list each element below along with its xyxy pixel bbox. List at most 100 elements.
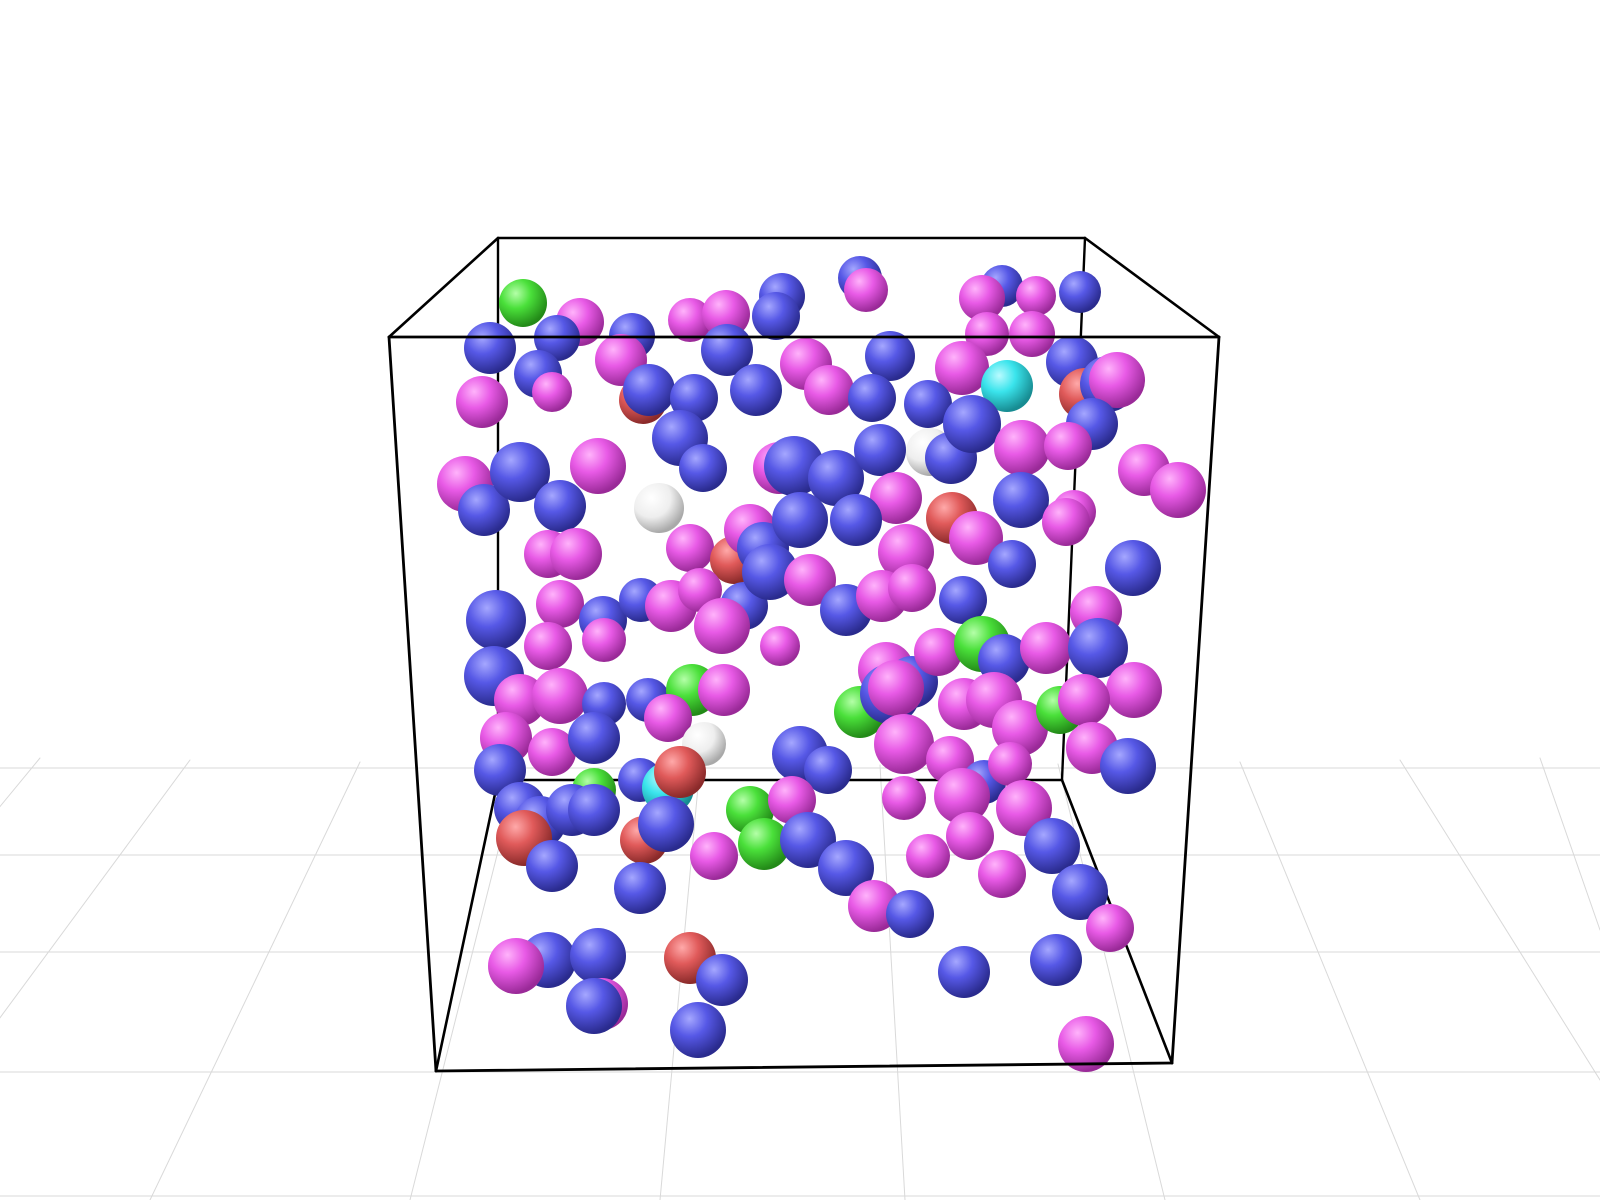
blue-particle (623, 364, 675, 416)
magenta-particle (868, 660, 924, 716)
magenta-particle (668, 298, 712, 342)
magenta-particle (532, 372, 572, 412)
blue-particle (742, 544, 798, 600)
blue-particle (938, 946, 990, 998)
blue-particle (752, 292, 800, 340)
blue-particle (904, 380, 952, 428)
blue-particle (670, 1002, 726, 1058)
blue-particle (943, 395, 1001, 453)
particle-cloud (437, 256, 1206, 1072)
blue-particle (1030, 934, 1082, 986)
magenta-particle (1058, 674, 1110, 726)
magenta-particle (666, 524, 714, 572)
box-edge (387, 335, 438, 1073)
blue-particle (614, 862, 666, 914)
blue-particle (939, 576, 987, 624)
magenta-particle (804, 365, 854, 415)
magenta-particle (644, 694, 692, 742)
magenta-particle (456, 376, 508, 428)
magenta-particle (992, 700, 1048, 756)
magenta-particle (1009, 311, 1055, 357)
magenta-particle (550, 528, 602, 580)
blue-particle (1024, 818, 1080, 874)
red-particle (654, 746, 706, 798)
magenta-particle (1016, 276, 1056, 316)
magenta-particle (694, 598, 750, 654)
magenta-particle (702, 290, 750, 338)
box-edge (1170, 335, 1221, 1065)
magenta-particle (760, 626, 800, 666)
blue-particle (886, 890, 934, 938)
magenta-particle (698, 664, 750, 716)
magenta-particle (784, 554, 836, 606)
blue-particle (490, 442, 550, 502)
magenta-particle (978, 850, 1026, 898)
blue-particle (466, 590, 526, 650)
blue-particle (458, 484, 510, 536)
box-edge (1083, 236, 1221, 339)
magenta-particle (532, 668, 588, 724)
blue-particle (568, 784, 620, 836)
grid-line (879, 764, 906, 1200)
magenta-particle (946, 812, 994, 860)
blue-particle (696, 954, 748, 1006)
magenta-particle (906, 834, 950, 878)
white-particle (634, 483, 684, 533)
blue-particle (808, 450, 864, 506)
magenta-particle (536, 580, 584, 628)
grid-line (1399, 759, 1600, 1081)
blue-particle (464, 322, 516, 374)
magenta-particle (874, 714, 934, 774)
blue-particle (772, 492, 828, 548)
blue-particle (570, 928, 626, 984)
box-edge (387, 236, 500, 339)
grid-line (1539, 757, 1600, 931)
grid-line (1239, 761, 1421, 1200)
magenta-particle (949, 511, 1003, 565)
magenta-particle (988, 742, 1032, 786)
magenta-particle (570, 438, 626, 494)
green-particle (499, 279, 547, 327)
magenta-particle (1106, 662, 1162, 718)
magenta-particle (528, 728, 576, 776)
magenta-particle (1089, 352, 1145, 408)
blue-particle (1068, 618, 1128, 678)
blue-particle (1052, 864, 1108, 920)
magenta-particle (690, 832, 738, 880)
magenta-particle (844, 268, 888, 312)
grid-line (659, 764, 701, 1200)
blue-particle (638, 796, 694, 852)
blue-particle (670, 374, 718, 422)
blue-particle (830, 494, 882, 546)
blue-particle (1059, 271, 1101, 313)
blue-particle (566, 978, 622, 1034)
magenta-particle (1086, 904, 1134, 952)
box-edge (434, 778, 500, 1073)
magenta-particle (1020, 622, 1072, 674)
magenta-particle (1150, 462, 1206, 518)
magenta-particle (870, 472, 922, 524)
magenta-particle (1042, 498, 1090, 546)
box-edge (434, 1061, 1174, 1073)
blue-particle (730, 364, 782, 416)
blue-particle (865, 331, 915, 381)
magenta-particle (959, 275, 1005, 321)
magenta-particle (488, 938, 544, 994)
magenta-particle (524, 622, 572, 670)
blue-particle (1100, 738, 1156, 794)
floor-grid (0, 757, 1600, 1200)
magenta-particle (994, 420, 1050, 476)
magenta-particle (882, 776, 926, 820)
blue-particle (526, 840, 578, 892)
magenta-particle (1058, 1016, 1114, 1072)
grid-line (149, 761, 361, 1200)
green-particle (738, 818, 790, 870)
magenta-particle (1044, 422, 1092, 470)
blue-particle (818, 840, 874, 896)
blue-particle (848, 374, 896, 422)
magenta-particle (934, 768, 990, 824)
blue-particle (854, 424, 906, 476)
blue-particle (1105, 540, 1161, 596)
